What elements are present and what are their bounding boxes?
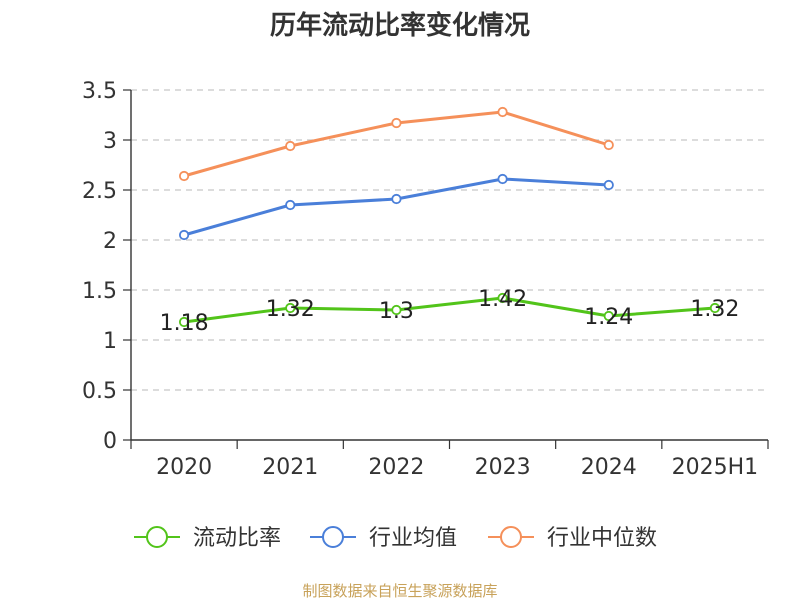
x-tick-label: 2022	[368, 455, 424, 480]
x-axis-tick-labels: 2020 2021 2022 2023 2024 2025H1	[156, 455, 758, 480]
x-tick-label: 2021	[262, 455, 318, 480]
data-label: 1.42	[478, 287, 527, 312]
series-layer: 1.18 1.32 1.3 1.42 1.24 1.32	[160, 106, 739, 336]
y-tick-label: 3	[103, 129, 117, 154]
series-line-1	[183, 177, 609, 237]
data-label: 1.3	[379, 299, 414, 324]
data-point	[285, 302, 296, 314]
data-label: 1.18	[160, 311, 209, 336]
data-label: 1.32	[266, 297, 315, 322]
data-point	[497, 106, 508, 118]
source-note: 制图数据来自恒生聚源数据库	[302, 582, 497, 600]
legend-label: 行业均值	[369, 526, 457, 551]
y-tick-label: 0	[103, 429, 117, 454]
data-point	[178, 229, 190, 241]
data-label: 1.24	[584, 305, 633, 330]
data-point	[391, 304, 402, 316]
legend-item: 行业均值	[310, 526, 457, 551]
y-tick-label: 0.5	[82, 379, 117, 404]
series-line-0	[183, 296, 716, 324]
legend-marker-icon	[500, 526, 522, 548]
y-tick-label: 2	[103, 229, 117, 254]
y-tick-label: 3.5	[82, 79, 117, 104]
data-point	[709, 302, 721, 314]
x-tick-label: 2020	[156, 455, 212, 480]
data-point	[497, 173, 508, 185]
data-point	[285, 199, 296, 211]
data-label: 1.32	[690, 297, 739, 322]
legend-marker-icon	[322, 526, 344, 548]
x-tick-label: 2024	[581, 455, 637, 480]
data-point	[603, 179, 614, 191]
data-point	[178, 170, 190, 182]
chart-title: 历年流动比率变化情况	[270, 10, 530, 41]
y-axis-tick-labels: 0 0.5 1 1.5 2 2.5 3 3.5	[82, 79, 117, 454]
y-tick-label: 1	[103, 329, 117, 354]
legend-label: 流动比率	[193, 526, 281, 551]
y-tick-label: 1.5	[82, 279, 117, 304]
legend-item: 行业中位数	[488, 526, 657, 551]
data-point	[285, 140, 296, 152]
data-point	[391, 193, 402, 205]
legend-label: 行业中位数	[547, 526, 657, 551]
legend-item: 流动比率	[134, 526, 281, 551]
x-tick-label: 2023	[475, 455, 531, 480]
data-point	[603, 310, 614, 322]
data-point	[391, 117, 402, 129]
data-point	[497, 292, 508, 304]
y-tick-label: 2.5	[82, 179, 117, 204]
legend: 流动比率 行业均值 行业中位数	[134, 526, 657, 551]
legend-marker-icon	[146, 526, 168, 548]
data-point	[603, 139, 614, 151]
axes	[123, 89, 769, 449]
data-point	[178, 316, 190, 328]
grid-lines	[131, 89, 768, 391]
x-tick-label: 2025H1	[672, 455, 759, 480]
